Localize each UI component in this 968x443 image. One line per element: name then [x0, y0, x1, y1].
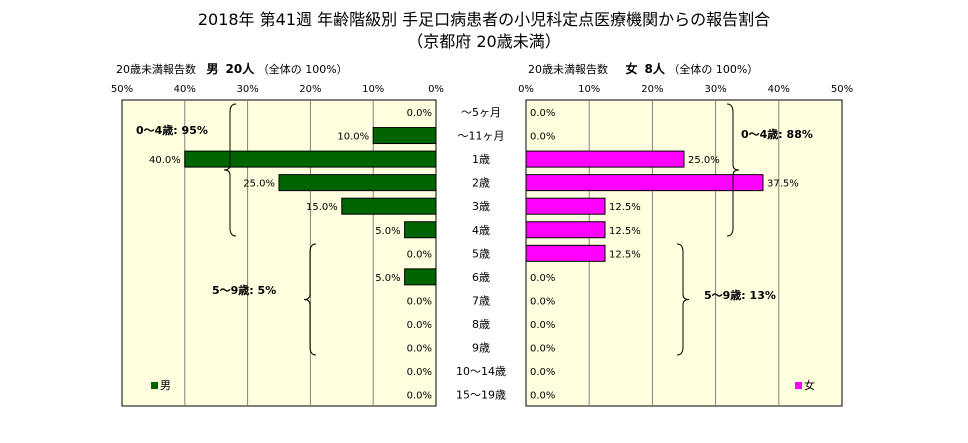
female-header: 20歳未満報告数 女 8人 （全体の 100%）	[528, 60, 758, 77]
female-axis-tick: 20%	[641, 84, 663, 95]
male-data-label: 0.0%	[407, 391, 432, 402]
female-data-label: 12.5%	[609, 249, 641, 260]
female-legend-swatch	[795, 382, 802, 389]
male-legend-label: 男	[160, 379, 171, 392]
male-data-label: 5.0%	[375, 273, 400, 284]
female-header-sex: 女	[625, 62, 638, 76]
male-axis-tick: 50%	[111, 84, 133, 95]
category-label: 6歳	[472, 271, 490, 284]
male-plot-area	[121, 99, 437, 407]
chart-subtitle: （京都府 20歳未満）	[407, 32, 561, 51]
female-data-label: 12.5%	[609, 226, 641, 237]
category-label: 10～14歳	[456, 365, 506, 378]
male-header-count: 20人	[225, 62, 255, 76]
female-header-prefix: 20歳未満報告数	[528, 63, 608, 76]
category-label: ～5ヶ月	[461, 106, 501, 119]
category-label: 15～19歳	[456, 389, 506, 402]
female-axis-tick: 0%	[518, 84, 534, 95]
male-data-label: 0.0%	[407, 367, 432, 378]
male-legend-swatch	[151, 382, 158, 389]
male-axis-tick: 10%	[362, 84, 384, 95]
female-bar	[525, 244, 606, 262]
female-data-label: 0.0%	[530, 391, 555, 402]
female-data-label: 37.5%	[767, 179, 799, 190]
male-bar	[341, 197, 437, 215]
female-data-label: 0.0%	[530, 132, 555, 143]
male-data-label: 0.0%	[407, 320, 432, 331]
male-axis-tick: 20%	[299, 84, 321, 95]
category-label: 4歳	[472, 224, 490, 237]
female-data-label: 0.0%	[530, 367, 555, 378]
female-header-total: （全体の 100%）	[668, 63, 759, 76]
chart-title: 2018年 第41週 年齢階級別 手足口病患者の小児科定点医療機関からの報告割合	[197, 10, 771, 29]
female-0-4-bracket	[726, 103, 740, 237]
female-data-label: 0.0%	[530, 273, 555, 284]
male-header: 20歳未満報告数 男 20人 （全体の 100%）	[116, 60, 348, 77]
female-data-label: 0.0%	[530, 320, 555, 331]
male-bar	[372, 127, 437, 145]
female-axis-tick: 10%	[578, 84, 600, 95]
male-bar	[278, 174, 437, 192]
male-bar	[404, 221, 437, 239]
male-bar	[404, 268, 437, 286]
female-0-4-annotation: 0～4歳: 88%	[741, 127, 813, 141]
female-bar	[525, 197, 606, 215]
female-bar	[525, 150, 685, 168]
male-data-label: 0.0%	[407, 108, 432, 119]
female-axis-tick: 40%	[768, 84, 790, 95]
female-legend-label: 女	[804, 378, 815, 392]
category-label: 2歳	[472, 177, 490, 190]
female-axis-tick: 50%	[831, 84, 853, 95]
male-0-4-bracket	[223, 103, 237, 237]
male-axis-tick: 40%	[174, 84, 196, 95]
female-data-label: 0.0%	[530, 344, 555, 355]
category-label: 3歳	[472, 200, 490, 213]
male-bar	[184, 150, 437, 168]
female-bar	[525, 221, 606, 239]
male-data-label: 10.0%	[337, 132, 369, 143]
male-header-sex: 男	[206, 62, 219, 76]
male-data-label: 0.0%	[407, 296, 432, 307]
female-data-label: 25.0%	[688, 155, 720, 166]
category-label: ～11ヶ月	[458, 130, 505, 143]
female-axis-tick: 30%	[704, 84, 726, 95]
male-0-4-annotation: 0～4歳: 95%	[136, 123, 208, 137]
male-header-total: （全体の 100%）	[257, 63, 348, 76]
male-axis-tick: 30%	[236, 84, 258, 95]
female-5-9-annotation: 5～9歳: 13%	[704, 288, 776, 302]
female-header-count: 8人	[644, 62, 665, 76]
female-data-label: 0.0%	[530, 108, 555, 119]
female-data-label: 0.0%	[530, 296, 555, 307]
male-data-label: 15.0%	[306, 202, 338, 213]
category-label: 1歳	[472, 153, 490, 166]
male-axis-tick: 0%	[428, 84, 444, 95]
male-data-label: 0.0%	[407, 249, 432, 260]
male-5-9-bracket	[303, 243, 317, 356]
male-5-9-annotation: 5～9歳: 5%	[212, 283, 276, 297]
female-data-label: 12.5%	[609, 202, 641, 213]
category-label: 5歳	[472, 247, 490, 260]
male-data-label: 0.0%	[407, 344, 432, 355]
male-data-label: 40.0%	[149, 155, 181, 166]
male-header-prefix: 20歳未満報告数	[116, 63, 196, 76]
female-bar	[525, 174, 764, 192]
female-5-9-bracket	[676, 243, 690, 356]
category-label: 7歳	[472, 294, 490, 307]
category-label: 9歳	[472, 342, 490, 355]
male-data-label: 25.0%	[243, 179, 275, 190]
male-data-label: 5.0%	[375, 226, 400, 237]
category-label: 8歳	[472, 318, 490, 331]
